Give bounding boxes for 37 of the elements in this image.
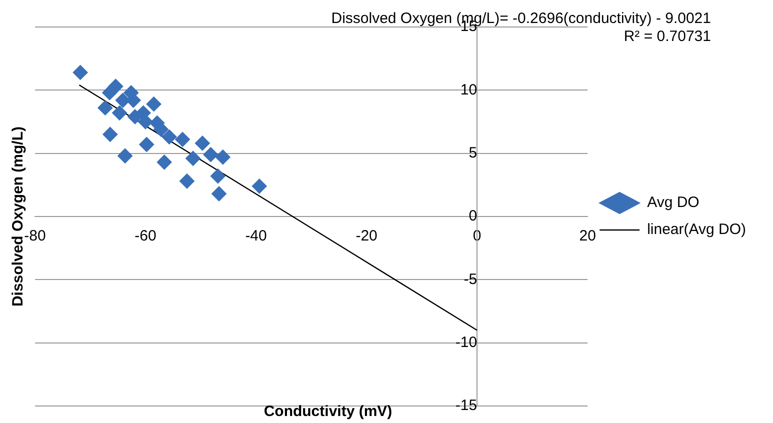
point — [112, 105, 128, 120]
point — [118, 148, 133, 164]
x-tick-label: -60 — [134, 228, 156, 245]
y-tick-label: 10 — [460, 81, 478, 98]
legend-label: Avg DO — [647, 194, 700, 212]
point — [156, 154, 172, 170]
point — [102, 85, 118, 100]
point — [179, 174, 194, 189]
point — [72, 64, 88, 80]
legend-label: linear(Avg DO) — [647, 221, 746, 238]
y-tick-label: 5 — [468, 144, 478, 162]
text: R² = 0.70731 — [624, 28, 711, 45]
point — [98, 100, 113, 116]
point — [210, 168, 226, 184]
point — [186, 150, 201, 166]
point — [115, 92, 130, 108]
point — [212, 186, 227, 202]
point — [252, 178, 267, 194]
y-tick-label: -10 — [455, 334, 478, 351]
point — [194, 136, 210, 151]
point — [215, 150, 230, 165]
x-tick-label: -20 — [356, 228, 378, 245]
point — [138, 114, 154, 130]
x-tick-label: -40 — [245, 228, 267, 245]
y-tick-label: -15 — [455, 397, 478, 414]
point — [203, 147, 218, 162]
y-axis-title: Dissolved Oxygen (mg/L) — [10, 125, 26, 309]
x-tick-label: 20 — [579, 228, 596, 245]
point — [175, 132, 190, 147]
point — [146, 96, 162, 112]
point — [102, 126, 118, 142]
y-tick-label: 0 — [468, 208, 478, 225]
y-tick-label: -5 — [464, 270, 478, 288]
x-axis-title: Conductivity (mV) — [262, 403, 394, 420]
point — [139, 136, 154, 152]
x-tick-label: -80 — [24, 228, 46, 245]
point — [162, 129, 177, 144]
